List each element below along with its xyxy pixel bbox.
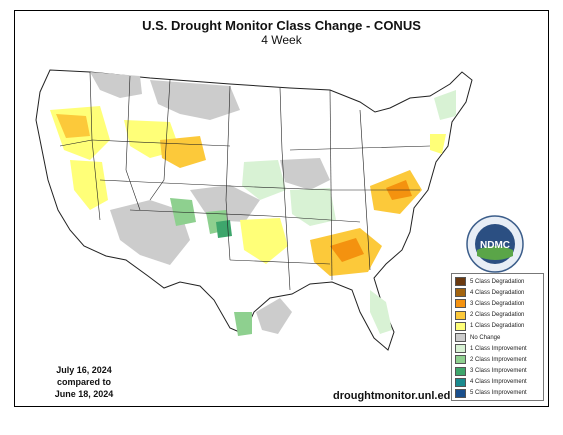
legend-label: No Change bbox=[470, 334, 501, 341]
legend-label: 1 Class Degradation bbox=[470, 323, 525, 330]
legend-item: 1 Class Degradation bbox=[455, 321, 540, 332]
legend-item: 3 Class Degradation bbox=[455, 298, 540, 309]
legend-item: 1 Class Improvement bbox=[455, 343, 540, 354]
date-info: July 16, 2024 compared to June 18, 2024 bbox=[34, 364, 134, 400]
legend-item: 2 Class Degradation bbox=[455, 310, 540, 321]
legend-item: 4 Class Improvement bbox=[455, 377, 540, 388]
map-subtitle: 4 Week bbox=[261, 33, 302, 47]
legend-label: 3 Class Degradation bbox=[470, 300, 525, 307]
legend-label: 3 Class Improvement bbox=[470, 368, 527, 375]
legend-label: 1 Class Improvement bbox=[470, 345, 527, 352]
legend-label: 4 Class Degradation bbox=[470, 289, 525, 296]
legend-label: 5 Class Improvement bbox=[470, 390, 527, 397]
legend-label: 5 Class Degradation bbox=[470, 278, 525, 285]
legend-swatch bbox=[455, 344, 466, 354]
legend: 5 Class Degradation 4 Class Degradation 3 … bbox=[451, 273, 544, 401]
legend-item: 5 Class Degradation bbox=[455, 276, 540, 287]
legend-swatch bbox=[455, 310, 466, 320]
region-3-class-improvement bbox=[216, 220, 232, 238]
legend-label: 2 Class Degradation bbox=[470, 312, 525, 319]
legend-item: No Change bbox=[455, 332, 540, 343]
ndmc-logo: NDMC bbox=[466, 215, 524, 273]
map-title: U.S. Drought Monitor Class Change - CONU… bbox=[142, 18, 421, 33]
legend-item: 5 Class Improvement bbox=[455, 388, 540, 399]
us-drought-change-map bbox=[35, 69, 473, 351]
legend-item: 3 Class Improvement bbox=[455, 366, 540, 377]
legend-swatch bbox=[455, 377, 466, 387]
legend-swatch bbox=[455, 388, 466, 398]
state-borders bbox=[59, 71, 431, 291]
legend-swatch bbox=[455, 299, 466, 309]
date-current: July 16, 2024 bbox=[56, 365, 112, 375]
legend-swatch bbox=[455, 288, 466, 298]
ndmc-logo-text: NDMC bbox=[480, 240, 510, 251]
legend-item: 4 Class Degradation bbox=[455, 287, 540, 298]
legend-item: 2 Class Improvement bbox=[455, 354, 540, 365]
legend-swatch bbox=[455, 277, 466, 287]
date-previous: June 18, 2024 bbox=[54, 389, 114, 399]
legend-swatch bbox=[455, 355, 466, 365]
legend-label: 2 Class Improvement bbox=[470, 356, 527, 363]
source-url[interactable]: droughtmonitor.unl.edu bbox=[333, 390, 458, 402]
region-1-class-improvement bbox=[242, 90, 456, 334]
date-compared-to: compared to bbox=[56, 377, 111, 387]
legend-swatch bbox=[455, 366, 466, 376]
legend-swatch bbox=[455, 321, 466, 331]
legend-label: 4 Class Improvement bbox=[470, 379, 527, 386]
region-no-change bbox=[90, 72, 330, 334]
legend-swatch bbox=[455, 333, 466, 343]
